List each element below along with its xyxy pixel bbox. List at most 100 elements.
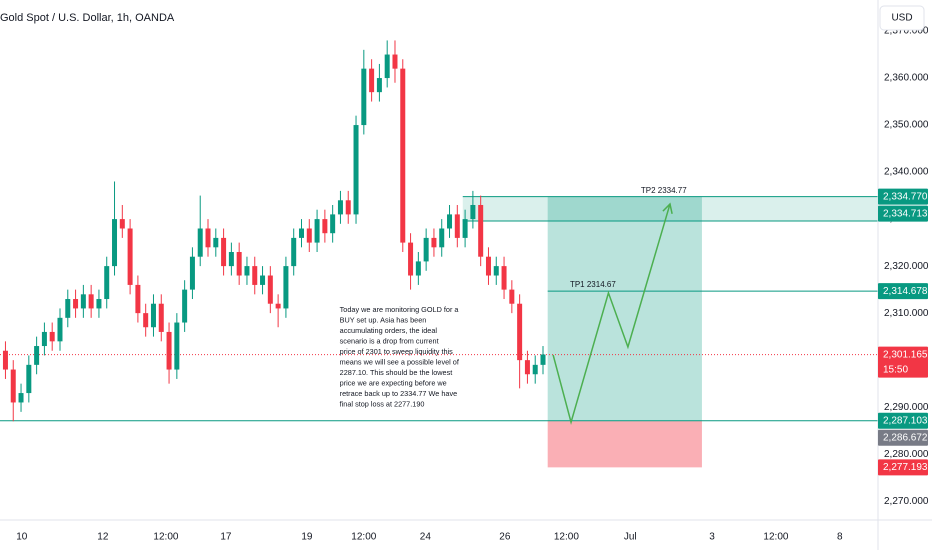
projection-arrowhead	[662, 202, 673, 214]
price-label-box	[878, 346, 928, 378]
x-tick-label: 12	[97, 532, 109, 543]
candle-body	[73, 299, 79, 309]
price-label: 2,301.165	[883, 349, 928, 360]
y-tick-label: 2,270.000	[884, 496, 929, 507]
candle-body	[392, 54, 398, 69]
candle-body	[330, 214, 336, 234]
candle-body	[57, 317, 63, 342]
chart-title: Gold Spot / U.S. Dollar, 1h, OANDA	[0, 12, 175, 24]
candle-body	[369, 68, 375, 93]
price-label-box	[878, 188, 928, 205]
candle-body	[478, 204, 484, 257]
x-tick-label: 10	[16, 532, 28, 543]
candle-body	[174, 322, 180, 370]
price-label: 2,334.713	[883, 208, 928, 219]
y-tick-label: 2,290.000	[884, 402, 929, 413]
candle-body	[10, 369, 16, 403]
candle-body	[501, 266, 507, 290]
note-line: BUY set up. Asia has been	[340, 316, 427, 325]
candle-body	[298, 228, 304, 238]
candle-body	[361, 68, 367, 126]
candle-body	[34, 346, 40, 365]
candle-body	[228, 252, 234, 267]
candle-body	[260, 275, 266, 285]
note-line: price we are expecting before we	[340, 379, 447, 388]
candle-body	[345, 200, 351, 215]
candle-body	[26, 364, 32, 394]
candle-body	[462, 219, 468, 238]
y-tick-label: 2,310.000	[884, 308, 929, 319]
note-line: means we will see a possible level of	[340, 358, 460, 367]
y-tick-label: 2,350.000	[884, 120, 929, 131]
x-tick-label: 24	[420, 532, 432, 543]
candle-body	[509, 289, 515, 304]
x-tick-label: 12:00	[763, 532, 788, 543]
price-label-box	[878, 283, 928, 300]
candle-body	[143, 313, 149, 328]
candle-body	[135, 284, 141, 314]
y-tick-label: 2,340.000	[884, 167, 929, 178]
candle-body	[221, 237, 227, 267]
candle-body	[447, 214, 453, 229]
currency-label[interactable]: USD	[891, 13, 912, 24]
price-label-box	[878, 205, 928, 222]
candle-body	[150, 303, 156, 328]
note-line: retrace back up to 2334.77 We have	[340, 389, 458, 398]
candle-body	[337, 200, 343, 215]
candle-body	[314, 219, 320, 243]
x-tick-label: 12:00	[153, 532, 178, 543]
price-label: 2,287.103	[883, 415, 928, 426]
y-tick-label: 2,280.000	[884, 449, 929, 460]
candle-body	[236, 252, 242, 276]
candle-body	[88, 294, 94, 309]
price-labels: 2,334.770 2,334.713 2,314.678 2,301.165 15:5…	[878, 188, 928, 476]
note-line: scenario is a drop from current	[340, 337, 439, 346]
candle-body	[205, 228, 211, 248]
note-line: accumulating orders, the ideal	[340, 326, 438, 335]
candle-body	[532, 364, 538, 375]
note-line: price of 2301 to sweep liquidity this	[340, 347, 454, 356]
candle-body	[166, 331, 172, 370]
candle-body	[112, 219, 118, 267]
note-line: final stop loss at 2277.190	[340, 400, 425, 409]
candle-body	[104, 266, 110, 300]
candle-body	[493, 266, 499, 276]
candle-body	[197, 228, 203, 257]
candle-body	[127, 228, 133, 285]
price-label-box	[878, 412, 928, 429]
candle-body	[275, 303, 281, 309]
x-tick-label: 26	[499, 532, 511, 543]
candle-body	[119, 219, 125, 229]
candle-body	[517, 303, 523, 361]
candle-body	[49, 331, 55, 342]
projection-path	[552, 203, 671, 426]
candle-body	[408, 242, 414, 276]
candle-body	[353, 125, 359, 215]
candle-body	[431, 237, 437, 248]
candle-body	[485, 256, 491, 276]
price-label: 2,286.672	[883, 432, 928, 443]
candle-body	[470, 204, 476, 220]
candle-body	[182, 289, 188, 323]
candle-body	[41, 331, 47, 347]
candle-body	[423, 237, 429, 262]
candle-body	[524, 360, 530, 375]
price-label-box	[878, 429, 928, 446]
note-line: 2287.10. This should be the lowest	[340, 368, 453, 377]
candle-body	[189, 256, 195, 290]
candle-body	[384, 54, 390, 79]
candle-body	[18, 393, 24, 403]
candle-body	[244, 266, 250, 276]
price-label: 2,314.678	[883, 286, 928, 297]
candle-body	[96, 299, 102, 309]
note-line: Today we are monitoring GOLD for a	[340, 305, 460, 314]
candle-body	[322, 219, 328, 234]
annotation: TP1 2314.67	[570, 280, 616, 289]
y-tick-label: 2,370.000	[884, 26, 929, 37]
candle-body	[376, 78, 382, 93]
candle-body	[291, 237, 297, 267]
plot-area: TP1 2314.67 TP2 2334.77 Today we are monit…	[0, 40, 878, 468]
currency-button[interactable]	[879, 5, 925, 31]
